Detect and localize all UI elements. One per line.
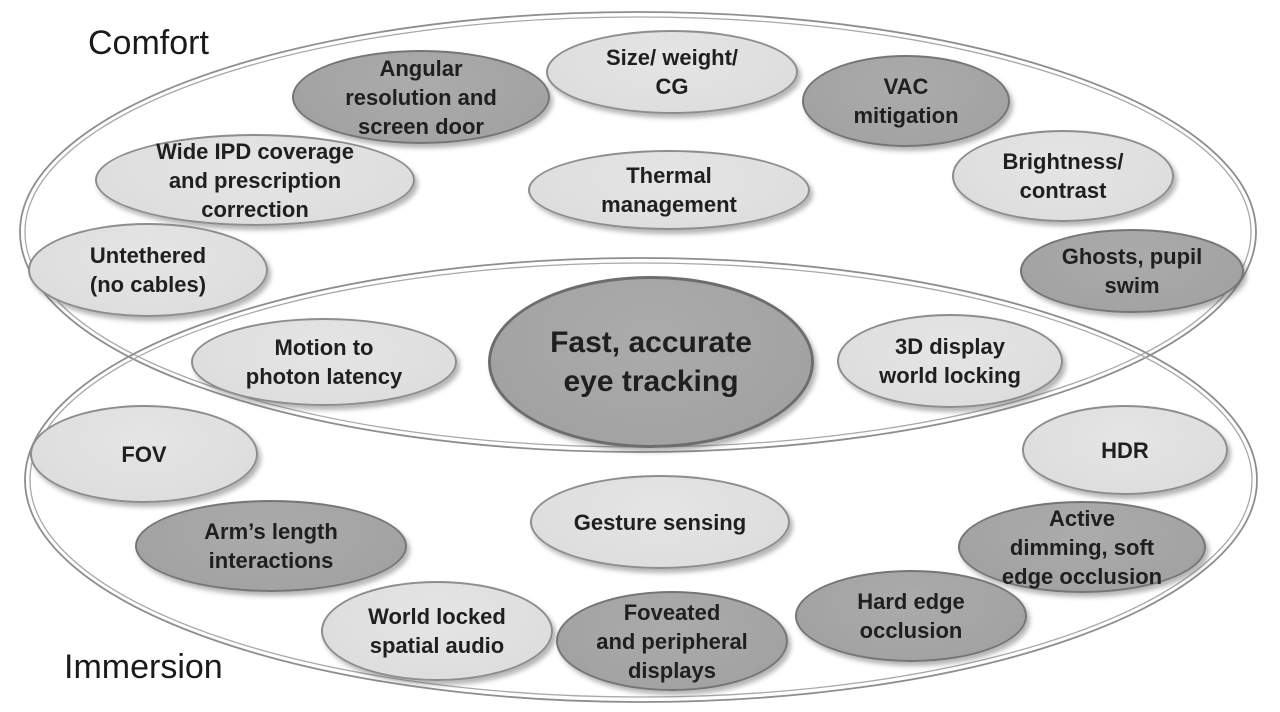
node-arms-length: Arm’s length interactions [135, 500, 407, 592]
immersion-region-ellipse-inner-line [29, 262, 1253, 698]
node-label: World locked spatial audio [368, 604, 506, 658]
node-foveated-displays: Foveated and peripheral displays [556, 591, 788, 691]
comfort-region-label: Comfort [88, 24, 209, 62]
node-motion-to-photon: Motion to photon latency [191, 318, 457, 406]
node-active-dimming: Active dimming, soft edge occlusion [958, 501, 1206, 593]
node-hdr: HDR [1022, 405, 1228, 495]
node-label: Ghosts, pupil swim [1061, 244, 1203, 298]
node-label: Foveated and peripheral displays [596, 599, 748, 683]
node-angular-resolution: Angular resolution and screen door [292, 50, 550, 144]
node-world-locked-audio: World locked spatial audio [321, 581, 553, 681]
node-untethered: Untethered (no cables) [28, 223, 268, 317]
node-label: Wide IPD coverage and prescription corre… [156, 138, 354, 222]
node-label: Arm’s length interactions [204, 519, 338, 573]
node-label: Hard edge occlusion [857, 589, 965, 643]
node-label: Motion to photon latency [245, 335, 403, 389]
node-brightness-contrast: Brightness/ contrast [952, 130, 1174, 222]
node-label: HDR [1101, 437, 1149, 463]
node-gesture-sensing: Gesture sensing [530, 475, 790, 569]
node-label: Brightness/ contrast [1002, 149, 1124, 203]
node-label: Thermal management [601, 163, 737, 217]
immersion-region-ellipse [24, 257, 1258, 703]
node-vac-mitigation: VAC mitigation [802, 55, 1010, 147]
node-label: Untethered (no cables) [89, 243, 207, 297]
node-hard-edge-occlusion: Hard edge occlusion [795, 570, 1027, 662]
node-thermal-management: Thermal management [528, 150, 810, 230]
node-label: Fast, accurate eye tracking [550, 326, 752, 398]
comfort-region-ellipse [19, 11, 1257, 453]
node-fov: FOV [30, 405, 258, 503]
node-size-weight-cg: Size/ weight/ CG [546, 30, 798, 114]
node-wide-ipd: Wide IPD coverage and prescription corre… [95, 134, 415, 226]
node-label: Size/ weight/ CG [605, 45, 739, 99]
node-label: Angular resolution and screen door [345, 55, 497, 139]
node-label: FOV [121, 441, 167, 467]
node-label: 3D display world locking [879, 334, 1021, 388]
node-3d-world-locking: 3D display world locking [837, 314, 1063, 408]
node-label: VAC mitigation [853, 74, 959, 128]
node-label: Active dimming, soft edge occlusion [1001, 505, 1163, 589]
node-eye-tracking: Fast, accurate eye tracking [488, 276, 814, 448]
node-label: Gesture sensing [573, 509, 747, 535]
immersion-region-label: Immersion [64, 648, 223, 686]
node-ghosts-pupil-swim: Ghosts, pupil swim [1020, 229, 1244, 313]
